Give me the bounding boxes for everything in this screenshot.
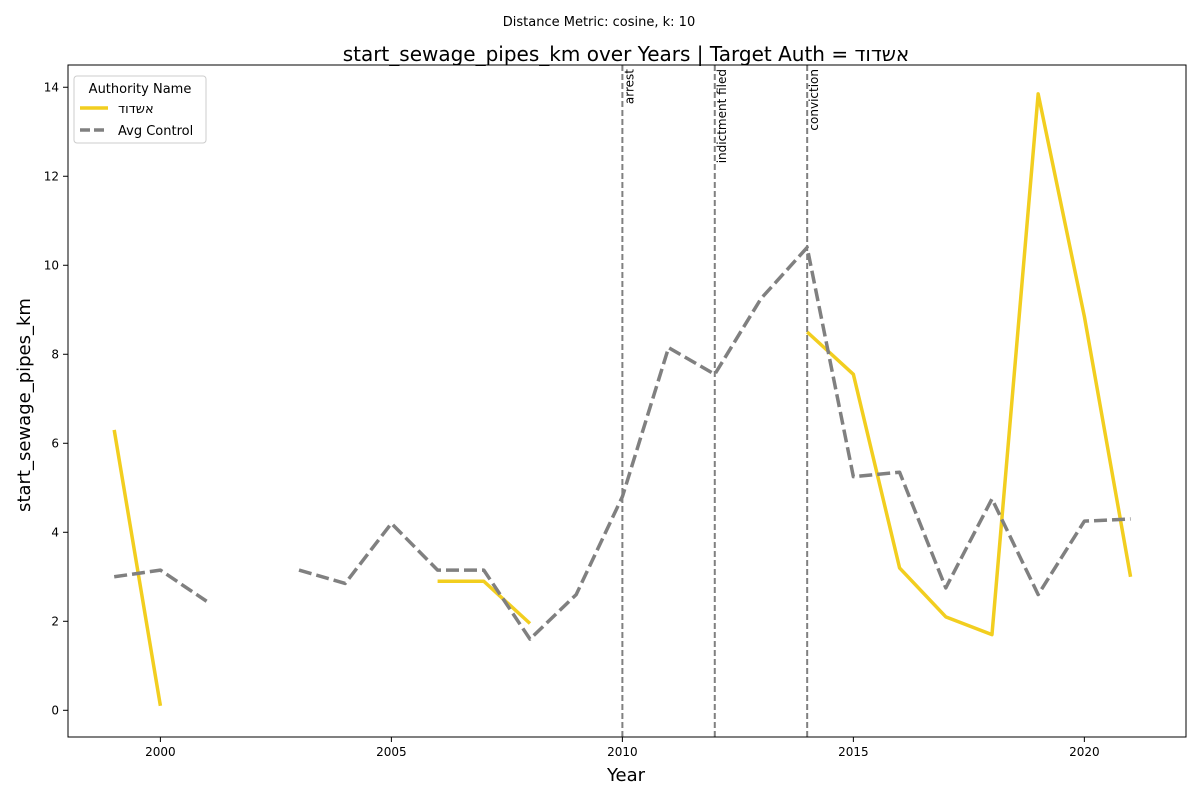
x-tick-label: 2010 [607,745,638,759]
x-tick-label: 2015 [838,745,869,759]
event-label: conviction [807,69,821,131]
x-tick-label: 2020 [1069,745,1100,759]
event-label: arrest [622,69,636,104]
x-axis-label: Year [606,765,646,786]
chart-title: start_sewage_pipes_km over Years | Targe… [343,42,910,66]
plot-area-frame [67,64,1187,738]
y-tick-label: 12 [44,169,59,183]
x-tick-label: 2000 [145,745,176,759]
y-axis-label: start_sewage_pipes_km [14,298,35,512]
y-tick-label: 14 [44,80,59,94]
chart-suptitle: Distance Metric: cosine, k: 10 [503,15,695,30]
event-label: indictment filed [715,69,729,163]
legend-box [73,75,207,144]
legend-title: Authority Name [89,82,192,97]
y-tick-label: 4 [51,525,59,539]
legend: Authority Name אשדוד Avg Control [73,75,207,144]
series-line-avg-control [113,568,208,603]
series-line-target [805,92,1133,637]
y-tick-label: 10 [44,258,59,272]
y-tick-label: 8 [51,347,59,361]
series-line-avg-control [298,245,1131,641]
series-line-target [112,429,163,707]
x-tick-label: 2005 [376,745,407,759]
legend-label-control: Avg Control [118,124,193,139]
y-tick-label: 0 [51,703,59,717]
legend-label-target: אשדוד [118,102,154,117]
series-line-target [437,579,532,625]
y-tick-label: 6 [51,436,59,450]
y-tick-label: 2 [51,614,59,628]
